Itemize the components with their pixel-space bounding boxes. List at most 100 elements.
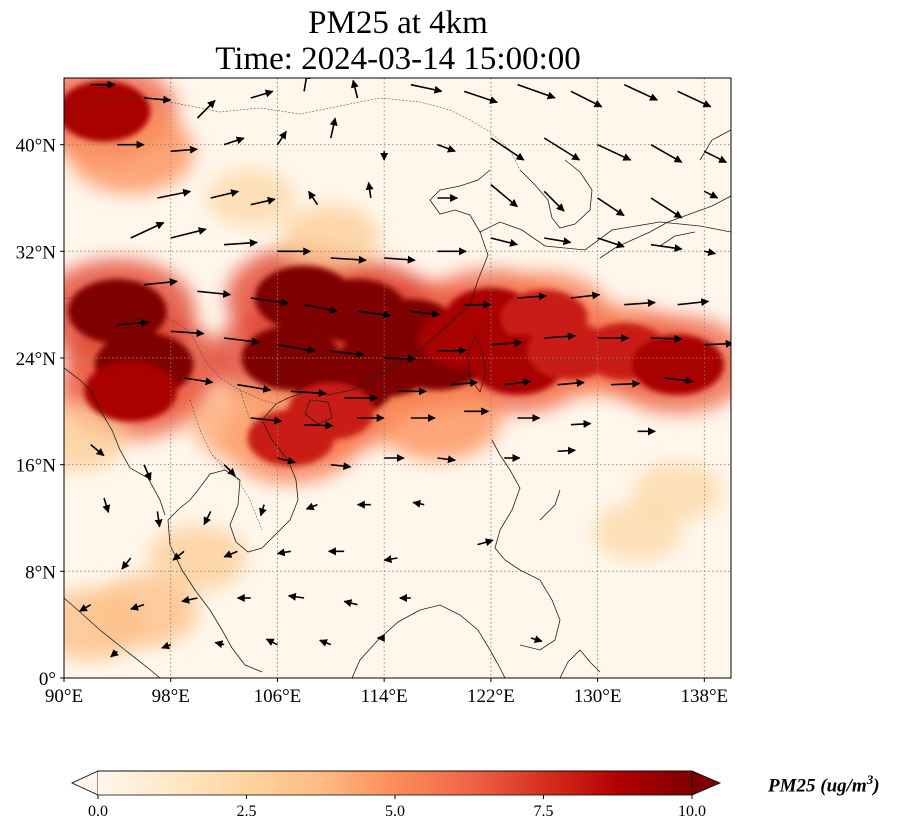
wind-arrow — [543, 137, 581, 161]
colorbar-label-close: ) — [873, 775, 880, 797]
wind-arrow — [557, 379, 585, 388]
wind-arrow — [303, 303, 338, 314]
pm25-halo-29 — [206, 168, 296, 228]
wind-arrow — [410, 83, 443, 94]
wind-arrow — [450, 379, 479, 388]
wind-arrow — [677, 90, 712, 108]
wind-arrow — [276, 548, 291, 557]
wind-arrow — [307, 190, 319, 206]
wind-arrow — [224, 238, 258, 247]
wind-arrow — [170, 227, 207, 239]
wind-arrow — [557, 446, 576, 455]
wind-arrow — [183, 377, 214, 386]
wind-arrow — [197, 289, 232, 298]
coastline-hainan — [304, 399, 333, 425]
wind-arrow — [365, 181, 374, 199]
pm25-core-17 — [64, 81, 151, 142]
coastline-china-east — [275, 221, 731, 405]
pm25-core-14 — [67, 279, 167, 344]
colorbar-tick-label: 0.0 — [88, 803, 108, 820]
wind-arrow — [330, 255, 367, 264]
plot-title-line-1: PM25 at 4km — [308, 5, 488, 41]
wind-arrow — [237, 383, 272, 393]
wind-arrow — [276, 130, 287, 146]
wind-arrow — [570, 291, 601, 300]
wind-arrow — [412, 499, 425, 508]
coastline-sulawesi — [559, 649, 601, 678]
wind-arrow — [223, 337, 261, 346]
colorbar-tick-label: 5.0 — [385, 803, 405, 820]
wind-arrow — [650, 243, 683, 253]
wind-arrow — [196, 99, 216, 119]
wind-arrow — [597, 237, 625, 249]
pm25-halo-24 — [64, 588, 145, 661]
wind-arrow — [437, 455, 456, 464]
wind-arrow — [704, 248, 717, 257]
wind-arrow — [543, 190, 565, 212]
wind-arrow — [437, 143, 456, 153]
wind-arrow — [259, 504, 267, 517]
wind-arrow — [330, 462, 352, 471]
wind-arrow — [343, 599, 358, 607]
wind-arrow — [90, 444, 105, 457]
lon-tick-label: 138°E — [680, 686, 728, 707]
wind-arrow — [110, 649, 119, 658]
country-borders — [64, 95, 521, 531]
colorbar-label: PM25 (ug/m3) — [768, 772, 880, 797]
coastline-sumatra — [64, 597, 161, 678]
wind-arrow — [287, 592, 305, 601]
wind-arrow — [78, 603, 92, 612]
wind-arrow — [677, 298, 710, 307]
wind-arrow — [130, 221, 165, 239]
longitude-tick-labels: 90°E 98°E 106°E 114°E 122°E 130°E 138°E — [45, 678, 728, 707]
wind-arrow — [214, 640, 225, 649]
wind-arrow — [117, 318, 149, 327]
lon-tick-label: 90°E — [45, 686, 83, 707]
colorbar-label-exponent: 3 — [866, 772, 874, 787]
coastlines — [64, 129, 731, 678]
wind-arrow — [223, 464, 236, 477]
wind-arrow — [610, 379, 641, 388]
coastline-philippines — [491, 439, 561, 651]
wind-arrow — [250, 416, 283, 425]
wind-arrow — [161, 641, 172, 650]
wind-arrow — [597, 143, 632, 161]
wind-arrow — [383, 555, 398, 563]
wind-arrow — [490, 237, 519, 247]
coastline-taiwan — [467, 333, 487, 393]
lat-tick-label: 8°N — [25, 562, 56, 583]
colorbar: 0.0 2.5 5.0 7.5 10.0 — [71, 770, 722, 820]
wind-arrow — [650, 197, 683, 219]
wind-arrow — [203, 510, 212, 526]
lon-tick-label: 122°E — [467, 686, 515, 707]
wind-arrow — [143, 95, 172, 104]
pm25-halo-28 — [64, 405, 127, 471]
wind-arrow — [223, 550, 238, 558]
wind-arrow — [143, 278, 178, 287]
wind-arrow — [319, 639, 332, 647]
wind-arrow — [410, 309, 441, 318]
wind-arrow — [357, 310, 392, 319]
coastline-bay-of-bengal — [64, 367, 166, 516]
lon-tick-label: 106°E — [254, 686, 302, 707]
pm25-halo-21 — [373, 375, 502, 461]
wind-arrow — [517, 83, 556, 100]
latitude-tick-labels: 0° 8°N 16°N 24°N 32°N 40°N — [16, 136, 64, 690]
pm25-core-16 — [84, 361, 178, 422]
map-frame — [63, 77, 732, 679]
wind-arrow — [703, 150, 728, 164]
lat-tick-label: 32°N — [16, 242, 57, 263]
wind-arrow — [330, 349, 365, 358]
lat-tick-label: 24°N — [16, 349, 57, 370]
coastline-bohai — [429, 169, 491, 233]
pm25-halo-30 — [281, 205, 380, 271]
lon-tick-label: 130°E — [574, 686, 622, 707]
wind-arrow — [157, 188, 192, 199]
wind-vectors — [78, 78, 731, 658]
wind-arrow — [664, 376, 694, 385]
wind-arrow — [624, 298, 656, 307]
wind-arrow — [490, 338, 523, 347]
wind-arrow — [302, 78, 311, 92]
lon-tick-label: 114°E — [361, 686, 408, 707]
